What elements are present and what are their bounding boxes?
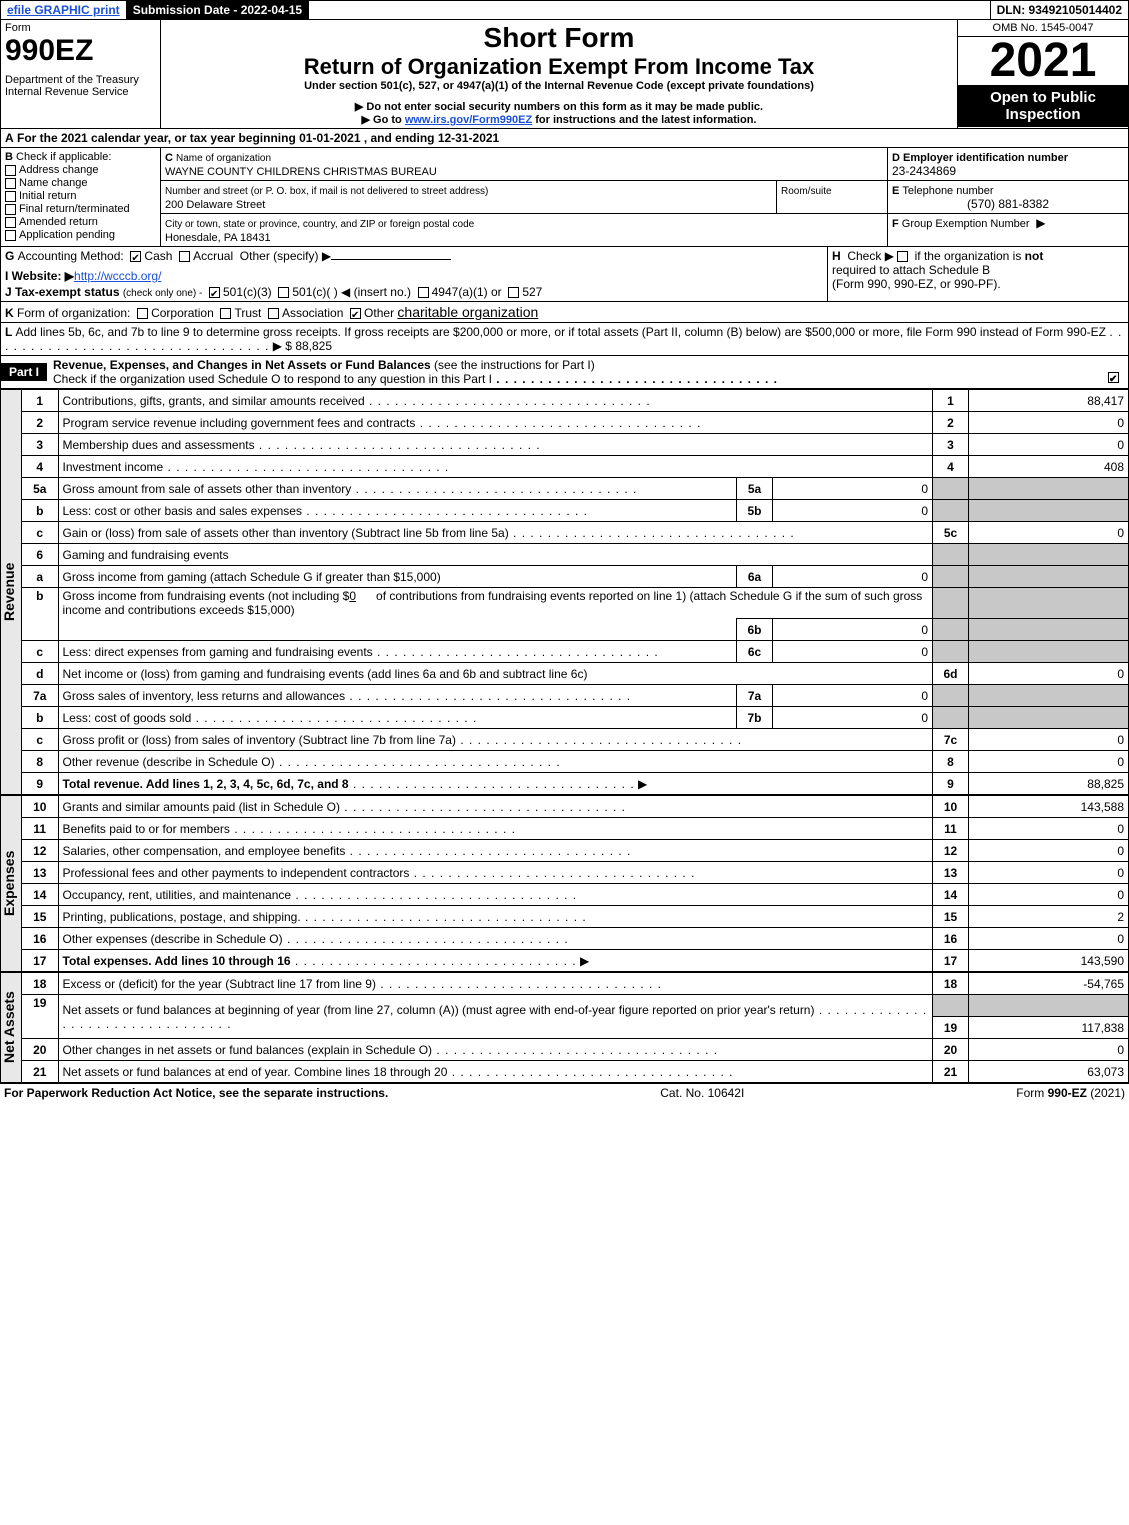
chk-cash[interactable] xyxy=(130,251,141,262)
line-20: 20Other changes in net assets or fund ba… xyxy=(22,1039,1129,1061)
form-number: 990EZ xyxy=(5,34,156,68)
chk-h[interactable] xyxy=(897,251,908,262)
revenue-section: Revenue 1Contributions, gifts, grants, a… xyxy=(0,389,1129,795)
line-6a: aGross income from gaming (attach Schedu… xyxy=(22,566,1129,588)
org-name: WAYNE COUNTY CHILDRENS CHRISTMAS BUREAU xyxy=(165,166,437,178)
chk-name-change[interactable]: Name change xyxy=(5,177,156,189)
line-15: 15Printing, publications, postage, and s… xyxy=(22,906,1129,928)
subtitle: Under section 501(c), 527, or 4947(a)(1)… xyxy=(165,80,953,92)
line-18: 18Excess or (deficit) for the year (Subt… xyxy=(22,973,1129,995)
chk-501c3[interactable] xyxy=(209,287,220,298)
ein-value: 23-2434869 xyxy=(892,164,956,178)
line-6c: cLess: direct expenses from gaming and f… xyxy=(22,641,1129,663)
line-14: 14Occupancy, rent, utilities, and mainte… xyxy=(22,884,1129,906)
line-17: 17Total expenses. Add lines 10 through 1… xyxy=(22,950,1129,972)
line-6d: dNet income or (loss) from gaming and fu… xyxy=(22,663,1129,685)
revenue-label: Revenue xyxy=(0,389,22,795)
open-public-inspection: Open to Public Inspection xyxy=(958,85,1128,127)
line-13: 13Professional fees and other payments t… xyxy=(22,862,1129,884)
irs-link[interactable]: www.irs.gov/Form990EZ xyxy=(405,114,532,126)
line-12: 12Salaries, other compensation, and empl… xyxy=(22,840,1129,862)
line-5c: cGain or (loss) from sale of assets othe… xyxy=(22,522,1129,544)
line-11: 11Benefits paid to or for members110 xyxy=(22,818,1129,840)
tax-year: 2021 xyxy=(958,37,1128,85)
chk-amended-return[interactable]: Amended return xyxy=(5,216,156,228)
bullet-goto: ▶ Go to www.irs.gov/Form990EZ for instru… xyxy=(165,113,953,126)
chk-address-change[interactable]: Address change xyxy=(5,164,156,176)
chk-4947[interactable] xyxy=(418,287,429,298)
page-footer: For Paperwork Reduction Act Notice, see … xyxy=(0,1083,1129,1102)
short-form-title: Short Form xyxy=(165,22,953,54)
chk-assoc[interactable] xyxy=(268,308,279,319)
line-7a: 7aGross sales of inventory, less returns… xyxy=(22,685,1129,707)
dept-treasury: Department of the Treasury xyxy=(5,74,156,86)
org-address: 200 Delaware Street xyxy=(165,199,265,211)
other-org-value: charitable organization xyxy=(397,304,538,320)
line-21: 21Net assets or fund balances at end of … xyxy=(22,1061,1129,1083)
line-4: 4Investment income4408 xyxy=(22,456,1129,478)
line-2: 2Program service revenue including gover… xyxy=(22,412,1129,434)
chk-other-org[interactable] xyxy=(350,308,361,319)
line-1: 1Contributions, gifts, grants, and simil… xyxy=(22,390,1129,412)
chk-501c[interactable] xyxy=(278,287,289,298)
line-9: 9Total revenue. Add lines 1, 2, 3, 4, 5c… xyxy=(22,773,1129,795)
line-5b: bLess: cost or other basis and sales exp… xyxy=(22,500,1129,522)
line-6: 6Gaming and fundraising events xyxy=(22,544,1129,566)
footer-catno: Cat. No. 10642I xyxy=(660,1086,744,1100)
line-3: 3Membership dues and assessments30 xyxy=(22,434,1129,456)
title-block: Form 990EZ Department of the Treasury In… xyxy=(0,20,1129,129)
line-a: A For the 2021 calendar year, or tax yea… xyxy=(0,129,1129,148)
line-10: 10Grants and similar amounts paid (list … xyxy=(22,796,1129,818)
chk-schedule-o[interactable] xyxy=(1108,372,1119,383)
line-7b: bLess: cost of goods sold7b0 xyxy=(22,707,1129,729)
efile-label[interactable]: efile GRAPHIC print xyxy=(1,1,127,19)
gross-receipts-value: 88,825 xyxy=(295,339,332,353)
net-assets-section: Net Assets 18Excess or (deficit) for the… xyxy=(0,972,1129,1083)
line-l: L Add lines 5b, 6c, and 7b to line 9 to … xyxy=(0,323,1129,356)
website-link[interactable]: http://wcccb.org/ xyxy=(74,269,161,283)
top-bar: efile GRAPHIC print Submission Date - 20… xyxy=(0,0,1129,20)
expenses-section: Expenses 10Grants and similar amounts pa… xyxy=(0,795,1129,972)
line-7c: cGross profit or (loss) from sales of in… xyxy=(22,729,1129,751)
bcdef-block: B Check if applicable: Address change Na… xyxy=(0,148,1129,247)
net-assets-label: Net Assets xyxy=(0,972,22,1083)
irs-label: Internal Revenue Service xyxy=(5,86,156,98)
main-title: Return of Organization Exempt From Incom… xyxy=(165,54,953,80)
dln-label: DLN: 93492105014402 xyxy=(991,1,1128,19)
line-k: K Form of organization: Corporation Trus… xyxy=(0,302,1129,323)
line-5a: 5aGross amount from sale of assets other… xyxy=(22,478,1129,500)
line-8: 8Other revenue (describe in Schedule O)8… xyxy=(22,751,1129,773)
telephone-value: (570) 881-8382 xyxy=(892,197,1124,211)
bullet-ssn: ▶ Do not enter social security numbers o… xyxy=(165,100,953,113)
chk-corp[interactable] xyxy=(137,308,148,319)
line-19: 19Net assets or fund balances at beginni… xyxy=(22,995,1129,1017)
form-word: Form xyxy=(5,22,156,34)
gh-block: G Accounting Method: Cash Accrual Other … xyxy=(0,247,1129,302)
chk-accrual[interactable] xyxy=(179,251,190,262)
footer-left: For Paperwork Reduction Act Notice, see … xyxy=(4,1086,388,1100)
chk-527[interactable] xyxy=(508,287,519,298)
line-6b: bGross income from fundraising events (n… xyxy=(22,588,1129,619)
expenses-label: Expenses xyxy=(0,795,22,972)
line-16: 16Other expenses (describe in Schedule O… xyxy=(22,928,1129,950)
chk-initial-return[interactable]: Initial return xyxy=(5,190,156,202)
chk-trust[interactable] xyxy=(220,308,231,319)
chk-application-pending[interactable]: Application pending xyxy=(5,229,156,241)
submission-date-tab: Submission Date - 2022-04-15 xyxy=(127,1,309,19)
org-city: Honesdale, PA 18431 xyxy=(165,232,271,244)
chk-final-return[interactable]: Final return/terminated xyxy=(5,203,156,215)
part1-header: Part I Revenue, Expenses, and Changes in… xyxy=(0,356,1129,389)
footer-right: Form 990-EZ (2021) xyxy=(1016,1086,1125,1100)
